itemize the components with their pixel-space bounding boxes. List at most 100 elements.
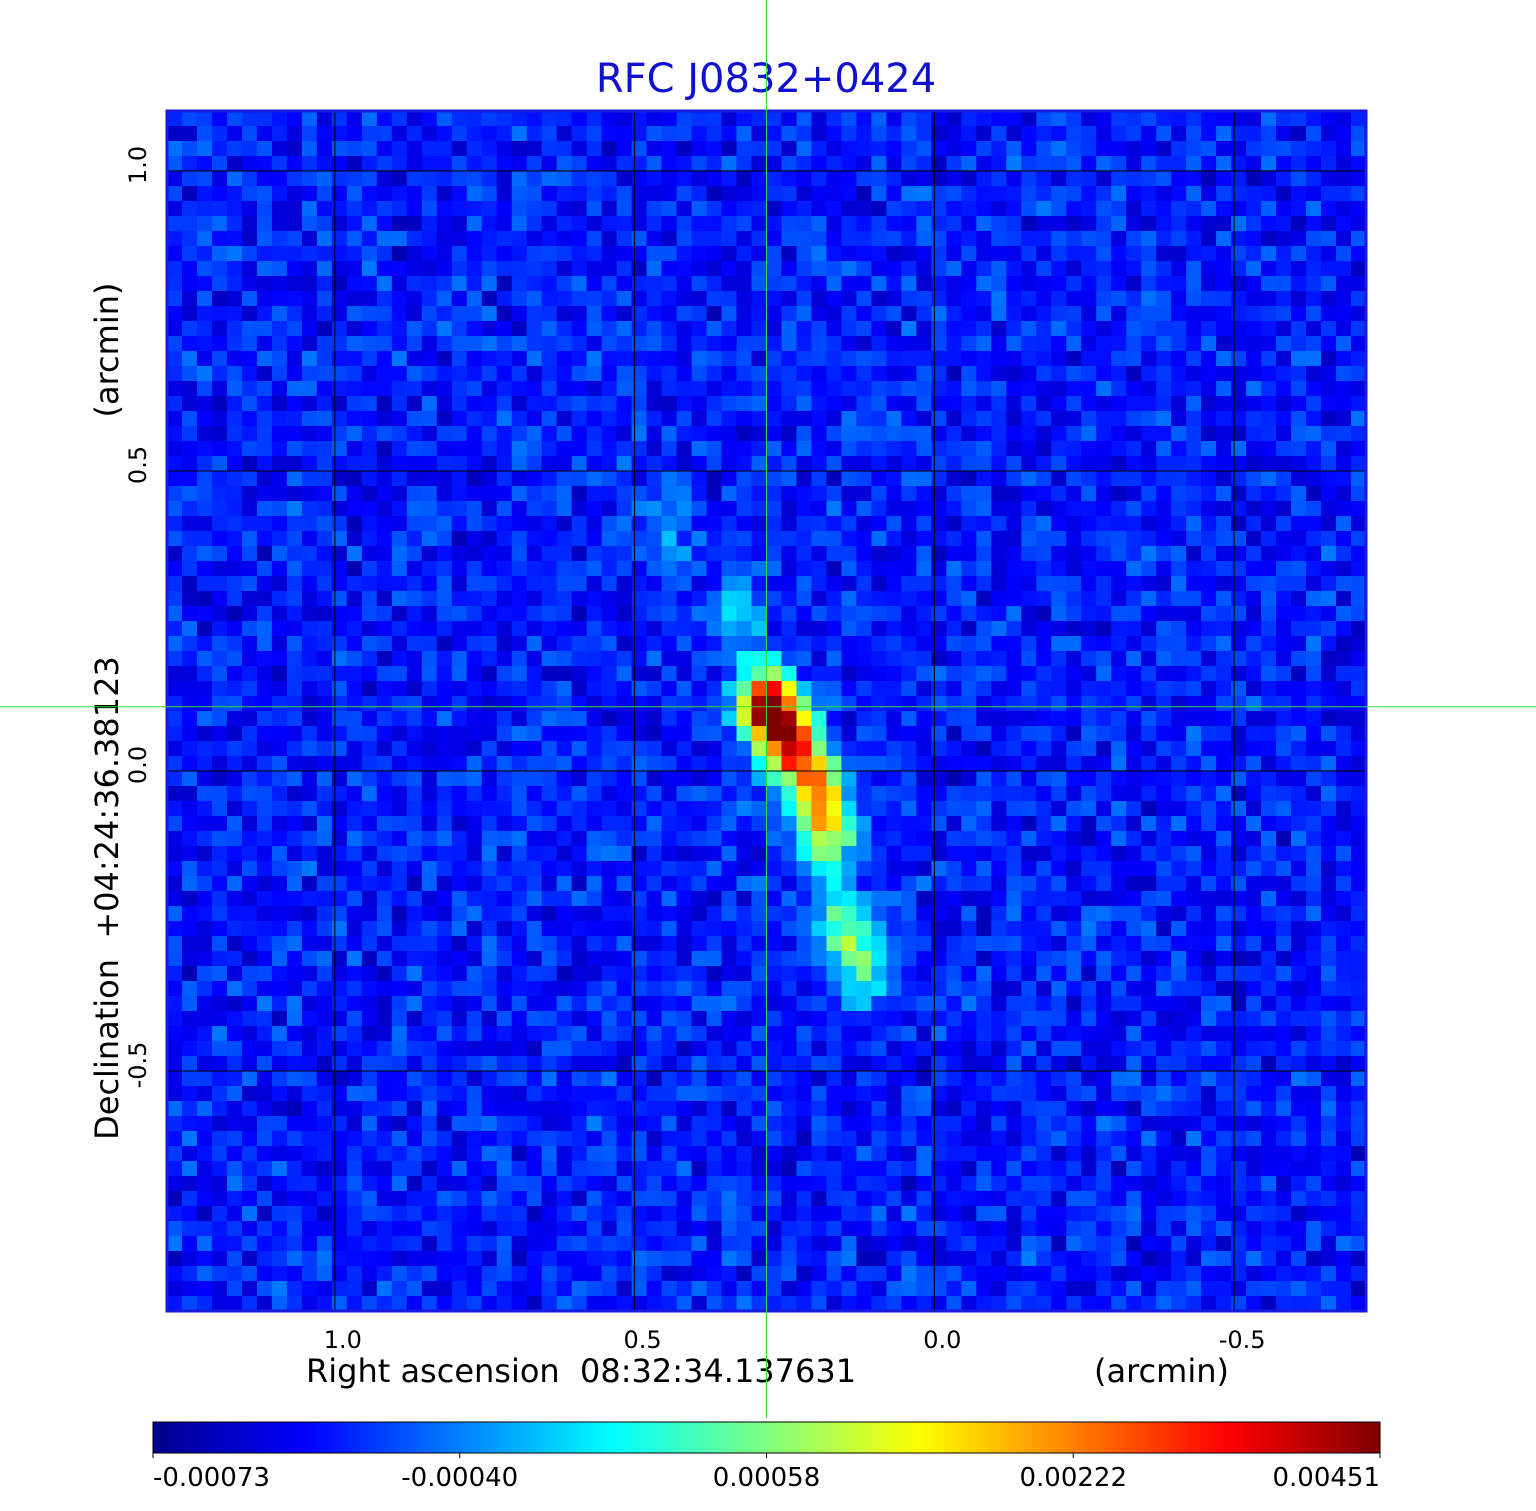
heatmap-cell [1111,201,1127,217]
heatmap-cell [211,966,228,982]
heatmap-cell [286,561,303,577]
heatmap-cell [511,441,528,457]
heatmap-cell [571,696,588,712]
heatmap-cell [316,726,333,742]
heatmap-cell [436,906,453,922]
heatmap-cell [631,366,648,382]
heatmap-cell [661,681,678,697]
heatmap-cell [1321,816,1337,832]
heatmap-cell [1231,441,1247,457]
heatmap-cell [706,516,723,532]
heatmap-cell [781,321,798,337]
heatmap-cell [886,366,902,382]
heatmap-cell [976,321,992,337]
heatmap-cell [946,801,962,817]
heatmap-cell [571,966,588,982]
heatmap-cell [856,126,873,142]
heatmap-cell [1336,396,1352,412]
heatmap-cell [856,951,873,967]
heatmap-cell [1261,516,1277,532]
heatmap-cell [886,636,902,652]
heatmap-cell [361,891,378,907]
heatmap-cell [1291,486,1307,502]
heatmap-cell [691,1041,708,1057]
heatmap-cell [1321,711,1337,727]
heatmap-cell [1336,876,1352,892]
heatmap-cell [1201,516,1217,532]
heatmap-cell [1111,606,1127,622]
heatmap-cell [376,381,393,397]
heatmap-cell [886,561,902,577]
heatmap-cell [1171,171,1187,187]
heatmap-cell [1006,771,1022,787]
heatmap-cell [316,741,333,757]
heatmap-cell [841,636,858,652]
heatmap-cell [436,441,453,457]
heatmap-cell [1051,456,1067,472]
heatmap-cell [1171,831,1187,847]
heatmap-cell [271,801,288,817]
heatmap-cell [886,186,902,202]
heatmap-cell [1291,216,1307,232]
heatmap-cell [1111,171,1127,187]
heatmap-cell [1321,486,1337,502]
heatmap-cell [961,261,977,277]
heatmap-cell [1156,411,1172,427]
heatmap-cell [1186,186,1202,202]
heatmap-cell [556,381,573,397]
heatmap-cell [511,681,528,697]
heatmap-cell [196,231,213,247]
heatmap-cell [241,291,258,307]
heatmap-cell [1141,831,1157,847]
heatmap-cell [1126,546,1142,562]
heatmap-cell [1261,201,1277,217]
heatmap-cell [751,306,768,322]
heatmap-cell [631,966,648,982]
heatmap-cell [931,111,947,127]
heatmap-cell [286,741,303,757]
heatmap-cell [286,861,303,877]
heatmap-cell [1351,351,1367,367]
heatmap-cell [736,771,753,787]
heatmap-cell [991,156,1007,172]
heatmap-cell [616,336,633,352]
heatmap-cell [766,1026,783,1042]
heatmap-cell [481,621,498,637]
heatmap-cell [316,621,333,637]
heatmap-cell [946,1011,962,1027]
heatmap-cell [406,591,423,607]
heatmap-cell [886,201,902,217]
heatmap-cell [721,441,738,457]
heatmap-cell [1231,351,1247,367]
heatmap-cell [286,261,303,277]
heatmap-cell [1186,486,1202,502]
heatmap-cell [661,366,678,382]
heatmap-cell [301,891,318,907]
heatmap-cell [167,936,183,952]
heatmap-cell [1201,216,1217,232]
heatmap-cell [1021,606,1037,622]
heatmap-cell [481,801,498,817]
heatmap-cell [1066,276,1082,292]
heatmap-cell [946,501,962,517]
heatmap-cell [316,141,333,157]
heatmap-cell [886,126,902,142]
heatmap-cell [1156,996,1172,1012]
heatmap-cell [1351,366,1367,382]
heatmap-cell [256,711,273,727]
heatmap-cell [841,426,858,442]
heatmap-cell [511,996,528,1012]
heatmap-cell [691,771,708,787]
heatmap-cell [1036,321,1052,337]
heatmap-cell [1216,306,1232,322]
heatmap-cell [1036,516,1052,532]
heatmap-cell [1246,426,1262,442]
heatmap-cell [301,756,318,772]
heatmap-cell [1051,606,1067,622]
heatmap-cell [316,171,333,187]
heatmap-cell [1006,306,1022,322]
heatmap-cell [286,186,303,202]
heatmap-cell [167,801,183,817]
heatmap-cell [1216,906,1232,922]
heatmap-cell [1171,291,1187,307]
